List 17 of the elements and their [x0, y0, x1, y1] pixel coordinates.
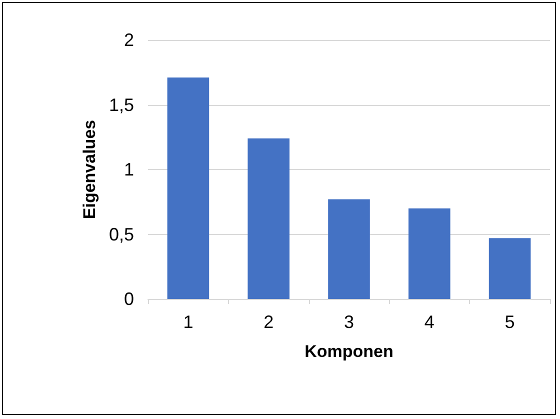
x-tick-label: 5: [504, 312, 515, 332]
bar: [408, 208, 450, 299]
x-tick-label: 1: [183, 312, 194, 332]
y-tick-label: 0: [124, 289, 134, 309]
bar: [328, 199, 370, 299]
y-axis-title: Eigenvalues: [80, 120, 100, 220]
y-tick-label: 2: [124, 30, 134, 50]
y-tick-label: 1: [124, 160, 134, 180]
x-tick-label: 3: [344, 312, 354, 332]
bar: [248, 138, 290, 299]
bar: [167, 78, 210, 299]
x-axis-title: Komponen: [304, 342, 394, 361]
bar: [488, 238, 531, 299]
x-tick-label: 4: [424, 312, 434, 332]
y-tick-label: 1,5: [108, 94, 134, 115]
y-tick-label: 0,5: [108, 224, 134, 244]
x-tick-label: 2: [264, 312, 274, 332]
